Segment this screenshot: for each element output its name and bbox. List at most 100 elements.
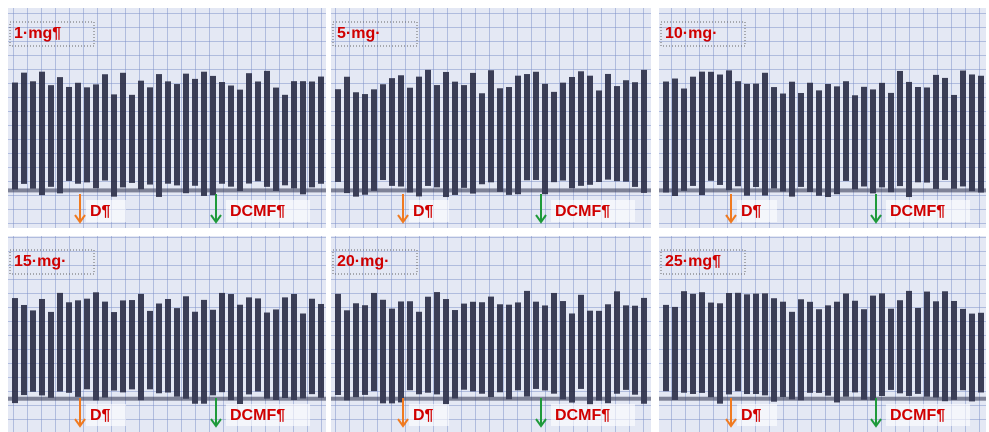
trace-bar xyxy=(960,70,966,187)
trace-bar xyxy=(237,89,243,192)
trace-bar xyxy=(506,304,512,400)
marker-bg xyxy=(886,200,970,222)
trace-bar xyxy=(380,84,386,181)
trace-bar xyxy=(407,301,413,391)
marker-dcmf: DCMF¶ xyxy=(890,203,945,220)
trace-bar xyxy=(84,87,90,183)
trace-bar xyxy=(398,75,404,187)
trace-bar xyxy=(75,82,81,184)
trace-bar xyxy=(165,298,171,393)
arrow-head xyxy=(210,214,222,224)
trace-bar xyxy=(488,296,494,398)
trace-bar xyxy=(443,299,449,405)
trace-bar xyxy=(57,77,63,194)
trace-bar xyxy=(780,93,786,192)
baseline-band xyxy=(8,188,326,193)
trace-bar xyxy=(879,293,885,396)
arrow-head xyxy=(870,418,882,428)
trace-bar xyxy=(102,74,108,181)
trace-bar xyxy=(915,86,921,183)
trace-bar xyxy=(66,86,72,181)
label-box xyxy=(9,21,95,47)
trace-bar xyxy=(309,81,315,188)
panel: 10·mg· D¶ DCMF¶ xyxy=(659,8,986,228)
trace-bar xyxy=(906,290,912,396)
trace-bar xyxy=(371,89,377,191)
trace-bar xyxy=(560,301,566,400)
trace-bar xyxy=(780,301,786,397)
trace-bar xyxy=(681,88,687,191)
trace-bar xyxy=(57,292,63,392)
trace-bar xyxy=(969,313,975,402)
trace-bar xyxy=(416,311,422,395)
trace-bar xyxy=(228,85,234,187)
trace-bar xyxy=(443,71,449,198)
trace-bar xyxy=(789,311,795,400)
trace-bar xyxy=(174,84,180,186)
trace-bar xyxy=(551,91,557,183)
trace-bar xyxy=(362,94,368,195)
trace-bar xyxy=(183,73,189,194)
panel: 25·mg¶ D¶ DCMF¶ xyxy=(659,236,986,432)
label-box xyxy=(332,21,418,47)
trace-bar xyxy=(264,70,270,187)
trace-bar xyxy=(138,80,144,190)
trace-bar xyxy=(816,309,822,393)
trace-bar xyxy=(300,81,306,195)
trace-bar xyxy=(416,76,422,197)
trace-bar xyxy=(21,304,27,396)
trace-bar xyxy=(978,75,984,193)
trace-bar xyxy=(398,301,404,403)
panel: 20·mg· D¶ DCMF¶ xyxy=(331,236,651,432)
trace-bar xyxy=(753,293,759,395)
trace-bar xyxy=(291,293,297,400)
marker-dcmf: DCMF¶ xyxy=(230,203,285,220)
trace-bar xyxy=(924,87,930,183)
trace-bar xyxy=(452,81,458,195)
trace-bar xyxy=(596,90,602,183)
trace-bar xyxy=(497,88,503,192)
baseline-band xyxy=(331,396,651,401)
arrow-head xyxy=(870,214,882,224)
trace-bar xyxy=(690,293,696,394)
marker-dcmf: DCMF¶ xyxy=(890,407,945,424)
trace-bar xyxy=(632,305,638,395)
trace-bar xyxy=(641,69,647,193)
trace-bar xyxy=(461,85,467,188)
trace-bar xyxy=(12,298,18,404)
trace-bar xyxy=(605,73,611,180)
trace-bar xyxy=(48,85,54,187)
trace-bar xyxy=(533,301,539,389)
trace-bar xyxy=(219,292,225,393)
trace-bar xyxy=(66,302,72,393)
trace-bar xyxy=(506,87,512,195)
trace-bar xyxy=(273,309,279,400)
trace-bar xyxy=(389,78,395,186)
trace-bar xyxy=(497,304,503,393)
panel-label: 1·mg¶ xyxy=(14,25,61,42)
marker-dcmf: DCMF¶ xyxy=(555,407,610,424)
trace-bar xyxy=(488,70,494,183)
trace-bar xyxy=(515,302,521,391)
trace-bar xyxy=(165,81,171,184)
trace-bar xyxy=(708,302,714,398)
trace-bar xyxy=(246,297,252,395)
trace-bar xyxy=(569,313,575,403)
trace-bar xyxy=(663,81,669,193)
trace-bar xyxy=(681,291,687,393)
trace-bar xyxy=(102,301,108,398)
trace-bar xyxy=(843,81,849,181)
trace-bar xyxy=(264,312,270,399)
trace-bar xyxy=(843,293,849,397)
trace-bar xyxy=(335,89,341,182)
marker-dcmf: DCMF¶ xyxy=(230,407,285,424)
trace-bar xyxy=(825,305,831,396)
trace-bar xyxy=(434,85,440,188)
trace-bar xyxy=(542,83,548,195)
trace-bar xyxy=(726,70,732,191)
marker-bg xyxy=(409,200,449,222)
panel-label: 20·mg· xyxy=(337,253,389,270)
trace-bar xyxy=(933,74,939,189)
trace-bar xyxy=(353,92,359,197)
